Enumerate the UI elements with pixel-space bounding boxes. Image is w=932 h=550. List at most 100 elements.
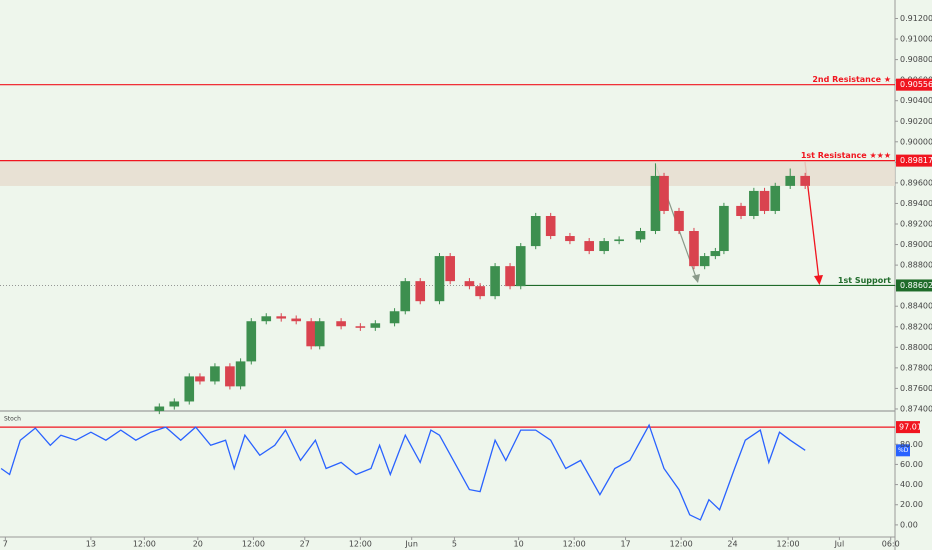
y-tick-label: 0.90400 bbox=[900, 96, 932, 105]
candle-body bbox=[674, 210, 684, 231]
candle-body bbox=[759, 190, 770, 211]
x-tick-label: 17 bbox=[620, 540, 630, 549]
x-tick-label: 24 bbox=[727, 540, 737, 549]
x-tick-label: 12:00 bbox=[670, 540, 693, 549]
x-tick-label: 12:00 bbox=[133, 540, 156, 549]
candle-body bbox=[719, 205, 729, 252]
candle-body bbox=[400, 281, 411, 312]
candle-body bbox=[184, 376, 195, 402]
level-label: 2nd Resistance ★ bbox=[812, 75, 891, 84]
y-tick-label: 0.89000 bbox=[900, 240, 932, 249]
y-tick-label: 0.91000 bbox=[900, 35, 932, 44]
x-tick-label: Jun bbox=[404, 540, 418, 549]
stoch-line bbox=[0, 423, 806, 521]
candle-body bbox=[464, 281, 475, 287]
candle-body bbox=[699, 256, 710, 267]
y-tick-label: 80.00 bbox=[900, 440, 923, 449]
x-tick-label: 12:00 bbox=[563, 540, 586, 549]
candle-body bbox=[710, 251, 721, 257]
candle-body bbox=[445, 256, 455, 282]
y-tick-label: 60.00 bbox=[900, 460, 923, 469]
candle-body bbox=[800, 175, 810, 186]
candle-body bbox=[261, 316, 272, 322]
candle-body bbox=[246, 321, 257, 362]
price-badge bbox=[896, 279, 932, 292]
y-tick-label: 0.88000 bbox=[900, 343, 932, 352]
price-badge-label: 0.90556 bbox=[900, 80, 932, 89]
candle-body bbox=[314, 321, 325, 347]
candle-body bbox=[505, 266, 515, 287]
x-tick-label: 06:0 bbox=[882, 540, 900, 549]
x-tick-label: 12:00 bbox=[242, 540, 265, 549]
pane-title: Stoch bbox=[4, 416, 21, 423]
x-tick-label: 12:00 bbox=[777, 540, 800, 549]
y-tick-label: 0.88200 bbox=[900, 322, 932, 331]
arrow-head bbox=[692, 274, 700, 283]
candle-body bbox=[276, 316, 287, 319]
level-badge-label: 97.01 bbox=[899, 423, 922, 432]
x-tick-label: 12:00 bbox=[349, 540, 372, 549]
y-tick-label: 0.90200 bbox=[900, 117, 932, 126]
resistance-zone bbox=[0, 160, 895, 186]
y-tick-label: 0.87600 bbox=[900, 384, 932, 393]
candle-body bbox=[291, 318, 302, 322]
candle-body bbox=[650, 175, 661, 231]
y-tick-label: 0.89400 bbox=[900, 199, 932, 208]
candle-body bbox=[475, 286, 485, 297]
y-tick-label: 0.91200 bbox=[900, 14, 932, 23]
y-tick-label: 40.00 bbox=[900, 480, 923, 489]
candle-body bbox=[434, 256, 445, 302]
candle-body bbox=[210, 366, 220, 382]
candle-body bbox=[235, 361, 246, 387]
price-badge-label: 0.88602 bbox=[900, 281, 932, 290]
y-tick-label: 0.90800 bbox=[900, 55, 932, 64]
candle-body bbox=[635, 230, 646, 240]
y-tick-label: 0.90000 bbox=[900, 137, 932, 146]
candle-body bbox=[355, 326, 366, 328]
candle-body bbox=[225, 366, 235, 387]
candle-body bbox=[749, 190, 759, 216]
candle-body bbox=[415, 281, 426, 302]
candle-body bbox=[389, 311, 400, 324]
y-tick-label: 0.88400 bbox=[900, 302, 932, 311]
candle-body bbox=[659, 175, 669, 211]
candle-body bbox=[370, 323, 381, 328]
candle-body bbox=[770, 185, 781, 211]
candle-body bbox=[614, 239, 624, 242]
y-tick-label: 20.00 bbox=[900, 500, 923, 509]
candle-body bbox=[515, 246, 526, 287]
price-badge bbox=[896, 78, 932, 91]
level-label: 1st Support bbox=[838, 276, 891, 285]
candle-body bbox=[195, 376, 205, 382]
y-tick-label: 0.88800 bbox=[900, 261, 932, 270]
y-tick-label: 0.00 bbox=[900, 520, 918, 529]
candle-body bbox=[736, 205, 746, 216]
candle-body bbox=[584, 241, 594, 252]
x-tick-label: 27 bbox=[300, 540, 310, 549]
candle-body bbox=[154, 406, 165, 412]
x-tick-label: 7 bbox=[3, 540, 8, 549]
x-tick-label: 20 bbox=[193, 540, 203, 549]
candle-body bbox=[599, 241, 609, 252]
y-tick-label: 0.87800 bbox=[900, 363, 932, 372]
candle-body bbox=[169, 401, 180, 407]
candle-body bbox=[530, 215, 541, 247]
candle-body bbox=[336, 321, 346, 327]
candle-body bbox=[306, 321, 316, 347]
x-tick-label: Jul bbox=[834, 540, 845, 549]
candle-body bbox=[785, 175, 796, 186]
price-badge-label: 0.89817 bbox=[900, 156, 932, 165]
y-tick-label: 0.89200 bbox=[900, 220, 932, 229]
level-badge bbox=[896, 421, 920, 434]
legend-label: %D bbox=[898, 447, 909, 454]
x-tick-label: 5 bbox=[452, 540, 457, 549]
legend-badge bbox=[896, 444, 910, 457]
y-tick-label: 0.89600 bbox=[900, 178, 932, 187]
x-tick-label: 13 bbox=[86, 540, 96, 549]
candle-body bbox=[545, 215, 556, 237]
level-label: 1st Resistance ★★★ bbox=[801, 151, 891, 160]
candle-body bbox=[689, 230, 699, 267]
candle-body bbox=[490, 266, 500, 297]
